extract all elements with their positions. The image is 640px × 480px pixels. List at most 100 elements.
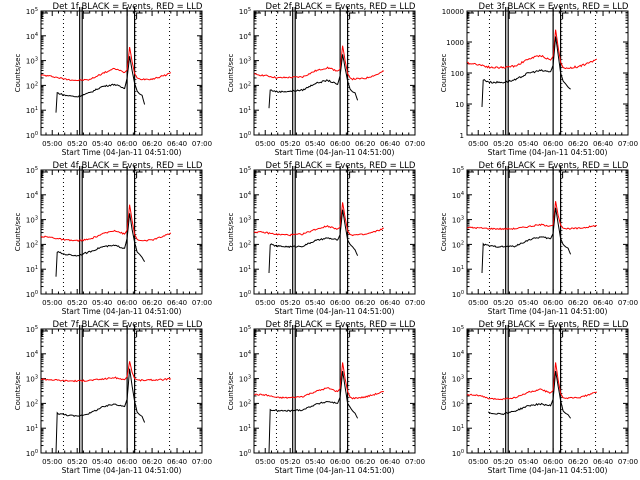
x-tick-label: 06:40 [167, 458, 187, 466]
series-line-events [487, 371, 572, 419]
bracket-mark [349, 12, 356, 19]
series-line-events [55, 368, 146, 454]
series-line-lld [466, 362, 598, 401]
x-tick-label: 05:40 [518, 299, 538, 307]
y-tick-label: 1000 [446, 39, 464, 47]
plot-frame [466, 169, 629, 295]
x-tick-label: 07:00 [618, 299, 638, 307]
y-tick-label: 102 [26, 240, 38, 249]
x-tick-label: 07:00 [405, 140, 425, 148]
y-tick-label: 100 [451, 70, 464, 78]
x-tick-label: 05:00 [468, 299, 488, 307]
y-tick-label: 10 [455, 101, 464, 109]
y-tick-label: 104 [26, 32, 38, 41]
y-axis-label: Counts/sec [440, 54, 448, 93]
y-axis-label: Counts/sec [14, 372, 22, 411]
x-tick-label: 06:20 [142, 299, 162, 307]
series-line-lld [253, 45, 384, 81]
x-tick-label: 06:00 [543, 140, 563, 148]
y-tick-label: 100 [26, 290, 38, 299]
x-tick-label: 07:00 [405, 299, 425, 307]
x-tick-label: 06:20 [355, 299, 375, 307]
plot-frame [466, 328, 629, 454]
x-tick-label: 06:40 [167, 299, 187, 307]
y-tick-label: 104 [452, 191, 464, 200]
x-tick-label: 06:00 [117, 299, 137, 307]
x-tick-label: 07:00 [192, 299, 212, 307]
bracket-mark [136, 12, 143, 19]
y-tick-label: 105 [452, 325, 464, 334]
x-tick-label: 06:40 [593, 299, 613, 307]
y-tick-label: 100 [26, 449, 38, 458]
y-tick-label: 100 [26, 131, 38, 140]
plot-frame [466, 10, 629, 136]
x-tick-label: 06:40 [380, 140, 400, 148]
x-tick-label: 06:40 [593, 140, 613, 148]
y-tick-label: 10000 [442, 8, 464, 16]
x-tick-label: 05:20 [280, 458, 300, 466]
bracket-mark [467, 12, 474, 19]
series-line-lld [253, 362, 384, 400]
x-tick-label: 05:20 [280, 299, 300, 307]
x-tick-label: 06:20 [142, 458, 162, 466]
chart-title: Det 5f BLACK = Events, RED = LLD [266, 161, 416, 171]
x-tick-label: 06:40 [167, 140, 187, 148]
y-tick-label: 103 [452, 375, 464, 384]
x-tick-label: 06:20 [568, 299, 588, 307]
y-tick-label: 103 [239, 216, 251, 225]
chart-panel: Det 6f BLACK = Events, RED = LLD 100 101 10… [440, 161, 638, 316]
y-tick-label: 100 [452, 290, 464, 299]
series-line-lld [466, 201, 597, 231]
chart-title: Det 4f BLACK = Events, RED = LLD [53, 161, 203, 171]
bracket-mark [136, 171, 143, 178]
chart-title: Det 7f BLACK = Events, RED = LLD [53, 320, 203, 330]
x-tick-label: 05:00 [468, 458, 488, 466]
x-tick-label: 07:00 [618, 458, 638, 466]
y-tick-label: 105 [26, 7, 38, 16]
chart-title: Det 2f BLACK = Events, RED = LLD [266, 2, 416, 12]
chart-title: Det 6f BLACK = Events, RED = LLD [479, 161, 629, 171]
y-tick-label: 101 [452, 424, 464, 433]
x-tick-label: 05:00 [468, 140, 488, 148]
x-tick-label: 05:00 [255, 299, 275, 307]
y-tick-label: 100 [239, 449, 251, 458]
y-axis-label: Counts/sec [227, 213, 235, 252]
x-tick-label: 05:20 [67, 458, 87, 466]
x-tick-label: 05:00 [42, 299, 62, 307]
x-axis-label: Start Time (04-Jan-11 04:51:00) [62, 307, 182, 316]
plot-frame [40, 328, 203, 454]
y-tick-label: 1 [460, 132, 464, 140]
y-tick-label: 105 [239, 166, 251, 175]
x-tick-label: 06:00 [330, 299, 350, 307]
bracket-mark [254, 330, 261, 337]
x-axis-label: Start Time (04-Jan-11 04:51:00) [275, 466, 395, 475]
y-tick-label: 103 [452, 216, 464, 225]
x-tick-label: 06:20 [355, 140, 375, 148]
x-tick-label: 05:40 [518, 458, 538, 466]
bracket-mark [41, 12, 48, 19]
chart-panel: Det 1f BLACK = Events, RED = LLD 100 101 10… [14, 2, 212, 157]
series-line-events [481, 207, 572, 274]
bracket-mark [254, 12, 261, 19]
series-line-lld [40, 204, 172, 243]
series-line-events [268, 371, 359, 454]
y-tick-label: 103 [239, 375, 251, 384]
chart-title: Det 9f BLACK = Events, RED = LLD [479, 320, 629, 330]
series-line-events [55, 56, 146, 113]
x-axis-label: Start Time (04-Jan-11 04:51:00) [275, 307, 395, 316]
x-tick-label: 05:20 [280, 140, 300, 148]
bracket-mark [295, 12, 303, 19]
bracket-mark [508, 330, 516, 337]
y-axis-label: Counts/sec [227, 54, 235, 93]
x-tick-label: 06:00 [543, 458, 563, 466]
x-axis-label: Start Time (04-Jan-11 04:51:00) [62, 466, 182, 475]
series-line-events [268, 54, 359, 109]
y-tick-label: 100 [239, 131, 251, 140]
y-tick-label: 104 [239, 350, 251, 359]
bracket-mark [82, 330, 90, 337]
x-tick-label: 05:40 [92, 458, 112, 466]
x-tick-label: 05:00 [42, 458, 62, 466]
plot-frame [40, 169, 203, 295]
x-axis-label: Start Time (04-Jan-11 04:51:00) [488, 148, 608, 157]
x-tick-label: 05:40 [518, 140, 538, 148]
